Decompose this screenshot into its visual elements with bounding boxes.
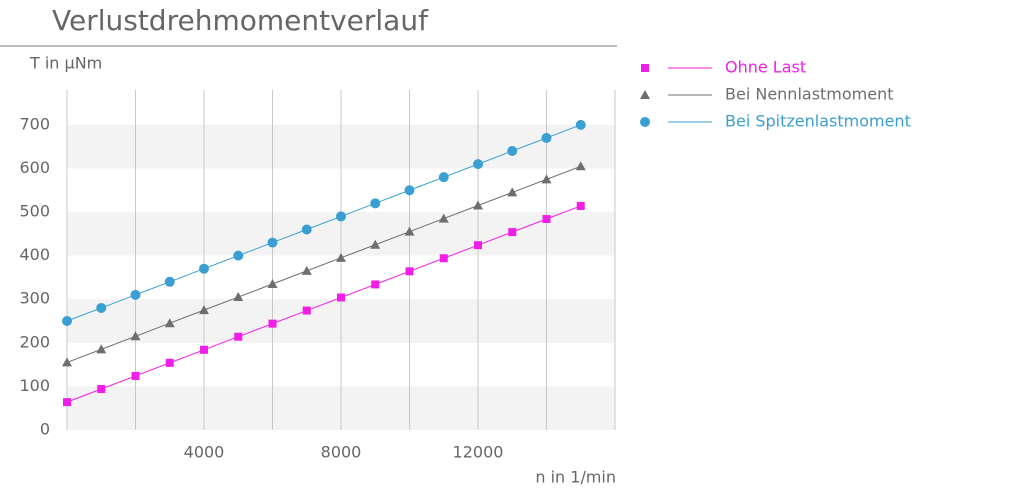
marker: [640, 117, 650, 127]
marker: [63, 398, 71, 407]
marker: [575, 119, 586, 130]
marker: [575, 161, 586, 171]
marker: [96, 344, 107, 354]
marker: [337, 293, 345, 302]
marker: [165, 358, 174, 367]
y-tick-label: 300: [19, 289, 50, 308]
x-tick-label: 12000: [453, 443, 504, 462]
legend-label: Bei Nennlastmoment: [725, 85, 894, 104]
marker: [474, 241, 482, 250]
y-tick-label: 100: [19, 376, 50, 395]
marker: [336, 252, 346, 262]
marker: [473, 200, 483, 210]
legend-item: Ohne Last: [641, 58, 806, 77]
y-tick-label: 500: [19, 202, 50, 221]
marker: [164, 318, 175, 328]
marker: [541, 132, 552, 143]
marker: [507, 146, 518, 157]
marker: [97, 385, 106, 394]
marker: [200, 345, 208, 354]
marker: [336, 211, 346, 222]
marker: [164, 276, 175, 287]
series-line: [66, 205, 581, 403]
y-tick-label: 600: [19, 158, 50, 177]
marker: [62, 357, 72, 367]
marker: [267, 278, 278, 288]
marker: [370, 239, 381, 249]
marker: [371, 280, 380, 289]
marker: [542, 215, 551, 224]
marker: [199, 263, 209, 274]
marker: [438, 172, 449, 183]
marker: [96, 302, 107, 313]
marker: [268, 319, 277, 328]
marker: [473, 159, 483, 170]
marker: [233, 250, 244, 261]
chart-title: Verlustdrehmomentverlauf: [52, 4, 429, 37]
legend-item: Bei Spitzenlastmoment: [640, 112, 911, 131]
series-line: [66, 165, 581, 363]
y-tick-label: 400: [19, 245, 50, 264]
marker: [404, 185, 415, 196]
marker: [131, 371, 140, 380]
marker: [404, 226, 415, 236]
legend-item: Bei Nennlastmoment: [640, 85, 894, 104]
marker: [541, 174, 552, 184]
marker: [234, 332, 243, 341]
x-tick-label: 8000: [321, 443, 362, 462]
marker: [370, 198, 381, 209]
y-tick-label: 200: [19, 332, 50, 351]
series-line: [66, 124, 581, 322]
marker: [267, 237, 278, 248]
marker: [405, 267, 414, 276]
y-tick-label: 700: [19, 114, 50, 133]
y-tick-label: 0: [40, 420, 50, 439]
marker: [508, 228, 517, 237]
marker: [301, 265, 312, 275]
y-axis-label: T in µNm: [29, 54, 102, 73]
legend-label: Ohne Last: [725, 58, 806, 77]
marker: [301, 224, 312, 235]
marker: [130, 289, 141, 300]
legend-label: Bei Spitzenlastmoment: [725, 112, 911, 131]
x-axis-label: n in 1/min: [535, 468, 616, 487]
marker: [199, 305, 209, 315]
marker: [130, 331, 141, 341]
marker: [302, 306, 311, 315]
marker: [438, 213, 449, 223]
marker: [507, 187, 518, 197]
marker: [233, 292, 244, 302]
marker: [640, 90, 650, 99]
marker: [439, 254, 448, 263]
x-tick-label: 4000: [184, 443, 225, 462]
marker: [576, 201, 585, 210]
marker: [62, 316, 72, 327]
marker: [641, 64, 649, 72]
